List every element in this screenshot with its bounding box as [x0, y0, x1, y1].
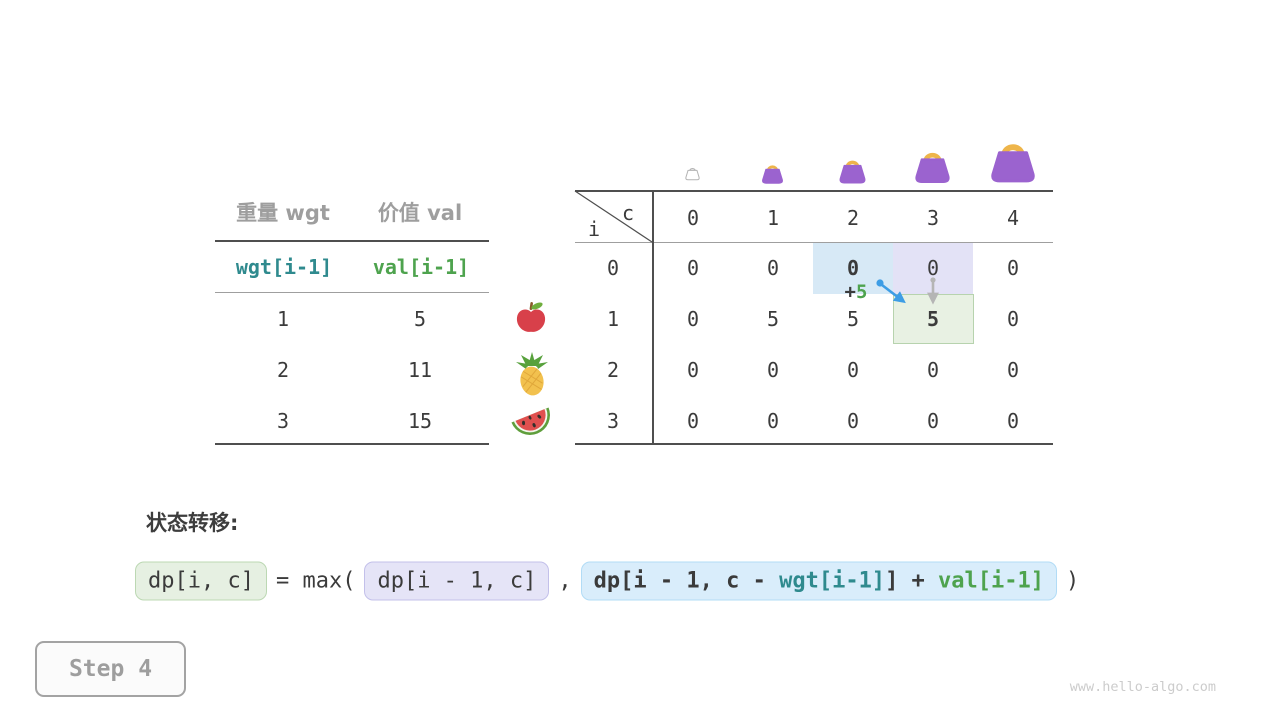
dp-col-header: 2	[846, 206, 860, 230]
dp-row-header: 1	[606, 307, 620, 331]
dp-cell: 0	[926, 256, 940, 280]
items-formula-val: val[i-1]	[372, 255, 470, 279]
formula-option-keep-box: dp[i - 1, c]	[364, 561, 550, 601]
bag-medium-icon	[839, 160, 866, 184]
dp-cell: 0	[686, 307, 700, 331]
formula-result-box: dp[i, c]	[135, 561, 267, 601]
dp-cell: 0	[766, 409, 780, 433]
items-header-value: 价值 val	[377, 201, 463, 225]
dp-cell: 0	[926, 409, 940, 433]
formula-label: 状态转移:	[146, 511, 239, 535]
dp-col-header: 3	[926, 206, 940, 230]
dp-cell: 0	[1006, 358, 1020, 382]
dp-row-header: 2	[606, 358, 620, 382]
dp-cell: 0	[1006, 307, 1020, 331]
dp-row-header: 0	[606, 256, 620, 280]
dp-cell-current: 5	[926, 307, 940, 331]
dp-col-header: 4	[1006, 206, 1020, 230]
watermelon-icon	[511, 407, 550, 435]
dp-table-rule-top	[575, 190, 1053, 192]
formula-comma: ,	[558, 568, 572, 594]
item-weight: 3	[276, 409, 290, 433]
state-transition-formula: dp[i, c] = max( dp[i - 1, c] , dp[i - 1,…	[135, 561, 1088, 601]
item-value: 11	[407, 358, 433, 382]
dp-cell: 0	[766, 256, 780, 280]
dp-corner-col-var: c	[621, 201, 635, 225]
formula-equals-max: = max(	[275, 568, 356, 594]
dp-cell: 0	[1006, 409, 1020, 433]
dp-row-header: 3	[606, 409, 620, 433]
dp-cell: 0	[846, 358, 860, 382]
dp-cell: 0	[846, 409, 860, 433]
site-url: www.hello-algo.com	[1069, 679, 1216, 695]
dp-cell: 5	[846, 307, 860, 331]
bag-xlarge-icon	[991, 144, 1035, 183]
items-formula-wgt: wgt[i-1]	[235, 255, 333, 279]
bag-large-icon	[915, 152, 950, 183]
dp-corner-row-var: i	[587, 217, 601, 241]
bag-empty-icon	[685, 167, 700, 181]
item-weight: 2	[276, 358, 290, 382]
dp-cell: 5	[766, 307, 780, 331]
formula-option-take-box: dp[i - 1, c - wgt[i-1]] + val[i-1]	[580, 561, 1058, 601]
items-table-rule-bottom	[215, 443, 489, 445]
dp-cell: 0	[846, 256, 860, 280]
dp-cell: 0	[686, 409, 700, 433]
dp-cell: 0	[686, 256, 700, 280]
items-table-rule-top	[215, 240, 489, 242]
dp-table-rule-header	[575, 242, 1053, 243]
bag-small-icon	[762, 165, 783, 184]
items-header-weight: 重量 wgt	[236, 201, 330, 225]
formula-close-paren: )	[1066, 568, 1080, 594]
dp-cell: 0	[926, 358, 940, 382]
dp-col-header: 1	[766, 206, 780, 230]
dp-cell: 0	[766, 358, 780, 382]
dp-table-rule-bottom	[575, 443, 1053, 445]
item-weight: 1	[276, 307, 290, 331]
dp-corner-diagonal	[574, 190, 653, 243]
items-table-rule-mid	[215, 292, 489, 293]
plus-value-annotation: +5	[844, 281, 868, 303]
apple-icon	[516, 302, 546, 332]
item-value: 5	[413, 307, 427, 331]
dp-cell: 0	[686, 358, 700, 382]
pineapple-icon	[516, 352, 548, 396]
dp-table-rule-vertical	[652, 190, 654, 445]
step-button[interactable]: Step 4	[35, 641, 186, 697]
item-value: 15	[407, 409, 433, 433]
dp-cell: 0	[1006, 256, 1020, 280]
dp-col-header: 0	[686, 206, 700, 230]
